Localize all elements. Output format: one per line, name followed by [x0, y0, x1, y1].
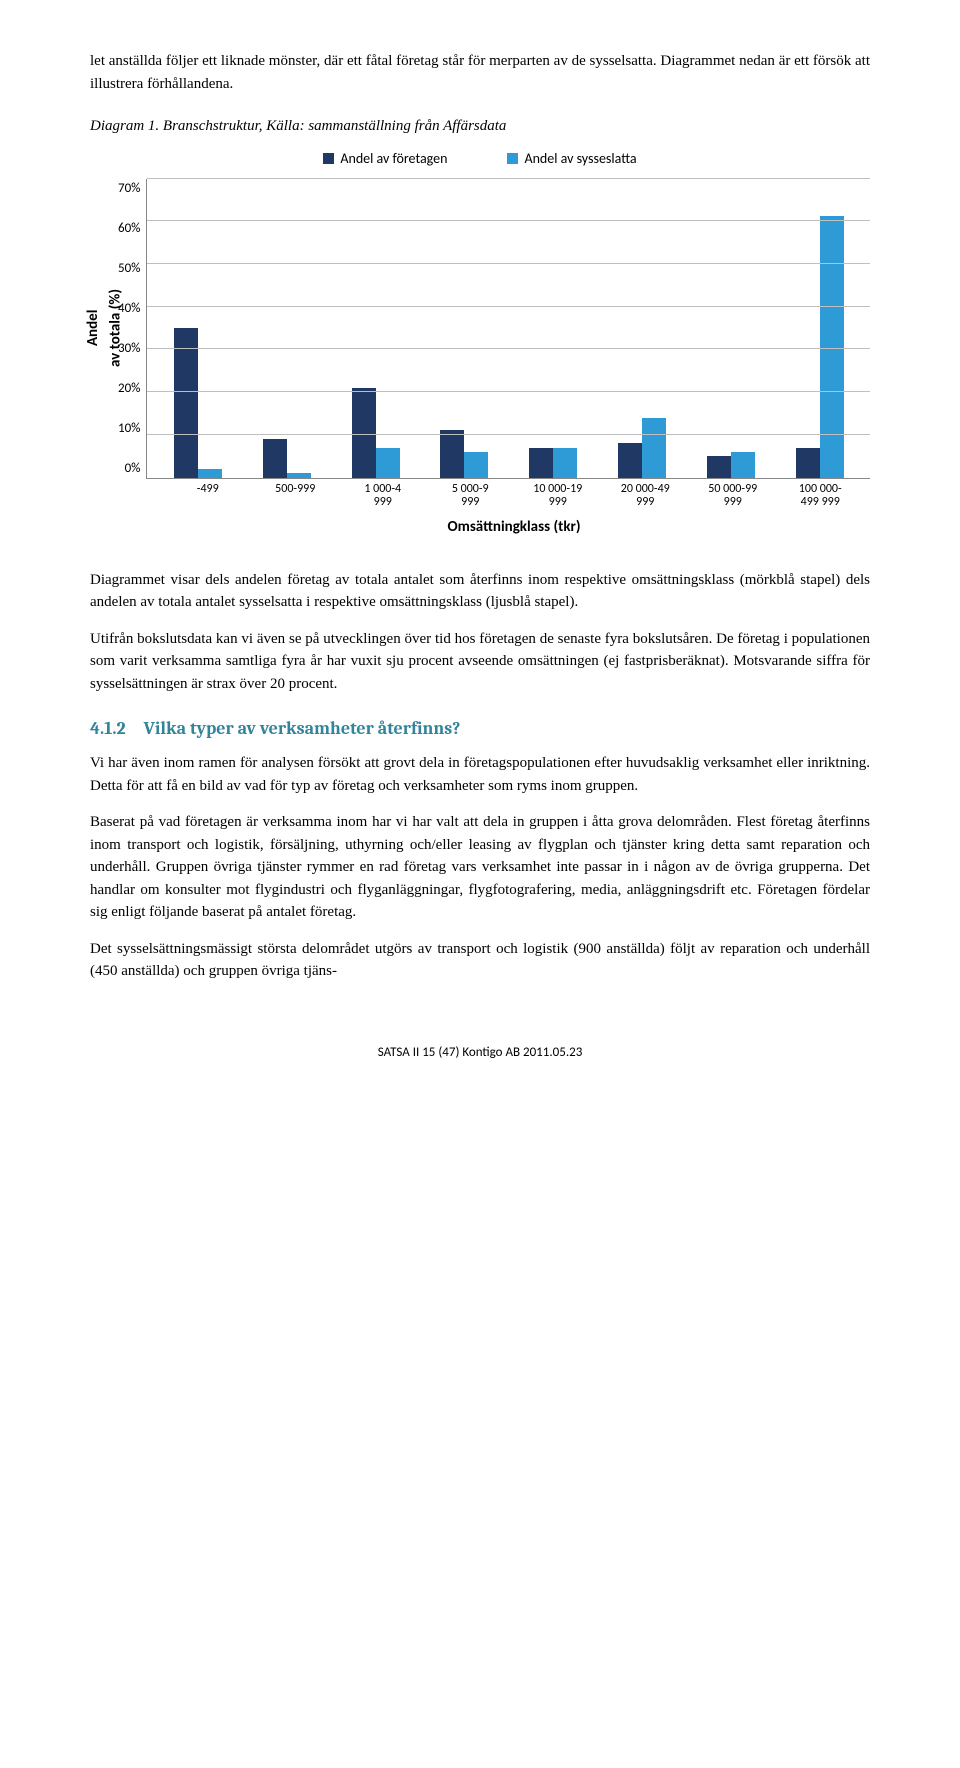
body-p2: Diagrammet visar dels andelen företag av…: [90, 569, 870, 614]
gridline: [147, 348, 870, 349]
intro-paragraph: let anställda följer ett liknade mönster…: [90, 50, 870, 95]
bars-row: [147, 179, 870, 478]
body-p6: Det sysselsättningsmässigt största delom…: [90, 938, 870, 983]
gridline: [147, 306, 870, 307]
heading-number: 4.1.2: [90, 718, 126, 739]
bar-series1: [707, 456, 731, 477]
legend-swatch-2: [507, 153, 518, 164]
page-footer: SATSA II 15 (47) Kontigo AB 2011.05.23: [90, 1043, 870, 1063]
bar-group: [259, 439, 315, 478]
x-tick: 10 000-19 999: [530, 483, 586, 511]
bar-series2: [553, 448, 577, 478]
chart-container: Andel av företagen Andel av sysseslatta …: [90, 148, 870, 539]
bar-group: [170, 328, 226, 478]
legend-item-1: Andel av företagen: [323, 148, 447, 169]
bar-series1: [796, 448, 820, 478]
gridline: [147, 220, 870, 221]
y-axis-title: Andel av totala (%): [90, 179, 118, 479]
section-heading: 4.1.2 Vilka typer av verksamheter återfin…: [90, 715, 870, 742]
y-tick: 60%: [118, 219, 140, 239]
bar-group: [703, 452, 759, 478]
diagram-label: Diagram 1. Branschstruktur, Källa: samma…: [90, 115, 870, 138]
y-tick: 20%: [118, 379, 140, 399]
x-tick: -499: [180, 483, 236, 511]
body-p3: Utifrån bokslutsdata kan vi även se på u…: [90, 628, 870, 696]
x-tick: 100 000-499 999: [792, 483, 848, 511]
bar-group: [792, 216, 848, 477]
y-tick: 0%: [125, 459, 141, 479]
x-tick: 20 000-49 999: [617, 483, 673, 511]
bar-group: [436, 430, 492, 477]
x-tick: 50 000-99 999: [705, 483, 761, 511]
x-tick: 1 000-4 999: [355, 483, 411, 511]
body-p5: Baserat på vad företagen är verksamma in…: [90, 811, 870, 924]
bar-series2: [642, 418, 666, 478]
bar-group: [525, 448, 581, 478]
bar-series2: [731, 452, 755, 478]
heading-text: Vilka typer av verksamheter återfinns?: [144, 718, 461, 739]
y-tick: 50%: [118, 259, 140, 279]
bar-series1: [174, 328, 198, 478]
bar-series2: [464, 452, 488, 478]
bar-group: [348, 388, 404, 478]
gridline: [147, 391, 870, 392]
gridline: [147, 178, 870, 179]
legend-swatch-1: [323, 153, 334, 164]
gridline: [147, 263, 870, 264]
gridline: [147, 434, 870, 435]
legend-label-2: Andel av sysseslatta: [524, 148, 636, 169]
y-tick: 10%: [118, 419, 140, 439]
bar-series2: [376, 448, 400, 478]
chart-legend: Andel av företagen Andel av sysseslatta: [90, 148, 870, 169]
bar-series1: [618, 443, 642, 477]
bar-series1: [352, 388, 376, 478]
x-axis-ticks: -499 500-999 1 000-4 999 5 000-9 999 10 000-…: [158, 479, 870, 511]
legend-item-2: Andel av sysseslatta: [507, 148, 636, 169]
bar-series1: [440, 430, 464, 477]
body-p4: Vi har även inom ramen för analysen förs…: [90, 752, 870, 797]
x-axis-title: Omsättningklass (tkr): [158, 516, 870, 539]
bar-group: [614, 418, 670, 478]
y-tick: 70%: [118, 179, 140, 199]
x-tick: 500-999: [267, 483, 323, 511]
legend-label-1: Andel av företagen: [340, 148, 447, 169]
plot-area: [146, 179, 870, 479]
bar-series2: [198, 469, 222, 478]
x-tick: 5 000-9 999: [442, 483, 498, 511]
bar-series2: [820, 216, 844, 477]
bar-series1: [263, 439, 287, 478]
bar-series1: [529, 448, 553, 478]
bar-series2: [287, 473, 311, 477]
